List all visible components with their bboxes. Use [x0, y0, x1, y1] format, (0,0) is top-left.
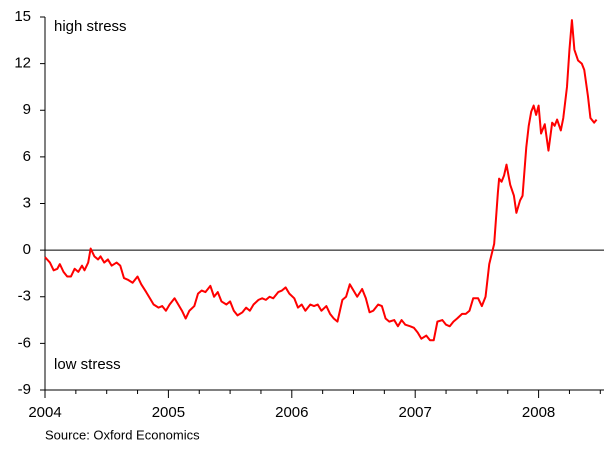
x-tick-label: 2007	[399, 404, 432, 421]
x-tick-label: 2008	[522, 404, 555, 421]
y-tick-label: 6	[23, 148, 31, 165]
annotation-low: low stress	[54, 356, 121, 373]
y-tick-label: 15	[14, 8, 31, 25]
y-tick-label: 3	[23, 194, 31, 211]
annotation-high: high stress	[54, 18, 127, 35]
y-tick-label: -3	[18, 288, 31, 305]
y-tick-label: 12	[14, 55, 31, 72]
line-series	[44, 19, 598, 342]
x-tick-label: 2005	[152, 404, 185, 421]
x-tick-label: 2006	[275, 404, 308, 421]
y-tick-label: -9	[18, 381, 31, 398]
x-tick-label: 2004	[28, 404, 61, 421]
y-tick-label: 0	[23, 241, 31, 258]
y-tick-label: 9	[23, 101, 31, 118]
source: Source: Oxford Economics	[45, 427, 200, 442]
y-tick-label: -6	[18, 334, 31, 351]
